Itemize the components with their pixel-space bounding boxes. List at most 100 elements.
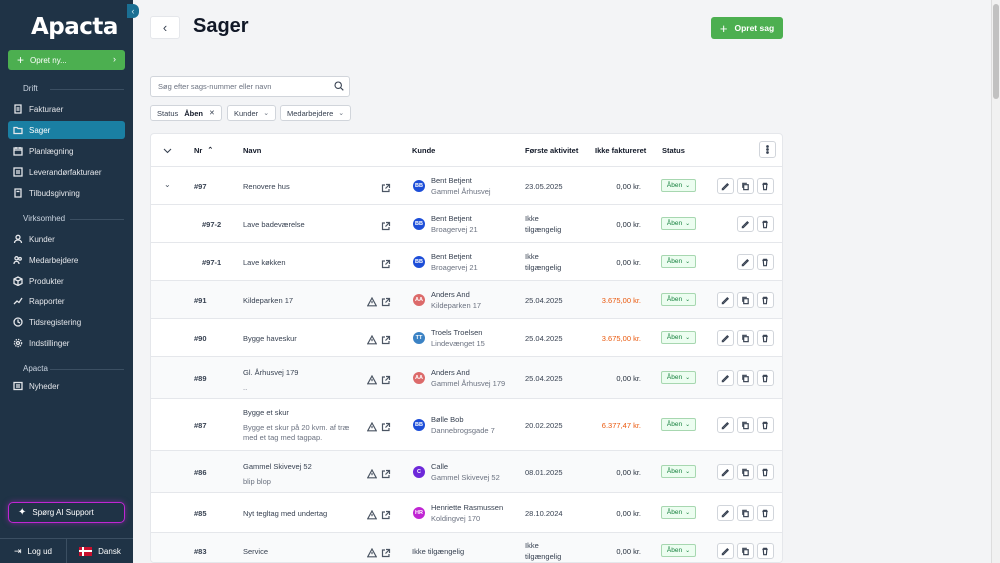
header-kunde[interactable]: Kunde bbox=[412, 145, 436, 155]
edit-button[interactable] bbox=[737, 216, 754, 232]
header-foerste-aktivitet[interactable]: Første aktivitet bbox=[525, 145, 579, 155]
customer-name[interactable]: Henriette Rasmussen bbox=[431, 503, 504, 512]
case-number[interactable]: #90 bbox=[194, 334, 207, 343]
edit-button[interactable] bbox=[717, 505, 734, 521]
edit-button[interactable] bbox=[717, 464, 734, 480]
sidebar-item-planlægning[interactable]: Planlægning bbox=[8, 142, 125, 160]
table-row[interactable]: #86 Gammel Skivevej 52 blip blop C Calle Gamm… bbox=[151, 450, 782, 492]
case-name[interactable]: Lave køkken bbox=[243, 258, 286, 267]
table-row[interactable]: #83 Service Ikke tilgængelig Ikke tilgængel… bbox=[151, 532, 782, 562]
edit-button[interactable] bbox=[717, 330, 734, 346]
case-name[interactable]: Gl. Århusvej 179 bbox=[243, 368, 299, 377]
open-edit-icon[interactable] bbox=[381, 256, 391, 269]
case-name[interactable]: Lave badeværelse bbox=[243, 220, 305, 229]
status-badge[interactable]: Åben ⌄ bbox=[661, 217, 696, 230]
open-edit-icon[interactable] bbox=[381, 332, 391, 345]
case-name[interactable]: Bygge haveskur bbox=[243, 334, 297, 343]
collapse-sidebar-button[interactable]: ‹ bbox=[127, 4, 139, 18]
back-button[interactable]: ‹ bbox=[150, 16, 180, 39]
status-badge[interactable]: Åben ⌄ bbox=[661, 179, 696, 192]
delete-button[interactable] bbox=[757, 216, 774, 232]
sidebar-item-indstillinger[interactable]: Indstillinger bbox=[8, 334, 125, 352]
open-edit-icon[interactable] bbox=[381, 372, 391, 385]
case-number[interactable]: #83 bbox=[194, 547, 207, 556]
copy-button[interactable] bbox=[737, 464, 754, 480]
open-edit-icon[interactable] bbox=[381, 218, 391, 231]
status-badge[interactable]: Åben ⌄ bbox=[661, 506, 696, 519]
scrollbar[interactable] bbox=[991, 0, 1000, 563]
edit-button[interactable] bbox=[737, 254, 754, 270]
case-number[interactable]: #91 bbox=[194, 296, 207, 305]
sidebar-item-medarbejdere[interactable]: Medarbejdere bbox=[8, 251, 125, 269]
table-row[interactable]: #97-2 Lave badeværelse BB Bent Betjent Broag… bbox=[151, 204, 782, 242]
table-row[interactable]: #91 Kildeparken 17 AA Anders And Kildeparken… bbox=[151, 280, 782, 318]
table-row[interactable]: #89 Gl. Århusvej 179.. AA Anders And Gammel … bbox=[151, 356, 782, 398]
sidebar-item-tidsregistering[interactable]: Tidsregistering bbox=[8, 313, 125, 331]
scrollbar-thumb[interactable] bbox=[993, 4, 999, 99]
table-row[interactable]: #97-1 Lave køkken BB Bent Betjent Broagervej… bbox=[151, 242, 782, 280]
status-badge[interactable]: Åben ⌄ bbox=[661, 255, 696, 268]
language-button[interactable]: Dansk bbox=[67, 539, 133, 563]
delete-button[interactable] bbox=[757, 370, 774, 386]
sidebar-item-nyheder[interactable]: Nyheder bbox=[8, 377, 125, 395]
open-edit-icon[interactable] bbox=[381, 507, 391, 520]
delete-button[interactable] bbox=[757, 178, 774, 194]
copy-button[interactable] bbox=[737, 292, 754, 308]
apacta-logo[interactable]: Apacta bbox=[31, 14, 118, 40]
copy-button[interactable] bbox=[737, 417, 754, 433]
open-edit-icon[interactable] bbox=[381, 419, 391, 432]
status-badge[interactable]: Åben ⌄ bbox=[661, 544, 696, 557]
ai-support-button[interactable]: ✦ Spørg AI Support bbox=[8, 502, 125, 523]
delete-button[interactable] bbox=[757, 254, 774, 270]
status-badge[interactable]: Åben ⌄ bbox=[661, 418, 696, 431]
copy-button[interactable] bbox=[737, 543, 754, 559]
clear-filter-icon[interactable]: ✕ bbox=[209, 110, 215, 117]
logout-button[interactable]: ⇥ Log ud bbox=[0, 539, 67, 563]
case-number[interactable]: #87 bbox=[194, 421, 207, 430]
search-input[interactable]: Søg efter sags-nummer eller navn bbox=[150, 76, 350, 97]
table-row[interactable]: #90 Bygge haveskur TT Troels Troelsen Lindev… bbox=[151, 318, 782, 356]
customer-name[interactable]: Calle bbox=[431, 462, 449, 471]
header-status[interactable]: Status bbox=[662, 145, 685, 155]
copy-button[interactable] bbox=[737, 370, 754, 386]
chevron-down-icon[interactable]: ⌄ bbox=[164, 180, 171, 189]
edit-button[interactable] bbox=[717, 292, 734, 308]
status-filter[interactable]: Status Åben ✕ bbox=[150, 105, 222, 121]
delete-button[interactable] bbox=[757, 505, 774, 521]
open-edit-icon[interactable] bbox=[381, 294, 391, 307]
case-number[interactable]: #85 bbox=[194, 509, 207, 518]
status-badge[interactable]: Åben ⌄ bbox=[661, 371, 696, 384]
search-icon[interactable] bbox=[334, 81, 344, 93]
column-menu-button[interactable] bbox=[759, 141, 776, 158]
table-row[interactable]: #87 Bygge et skur Bygge et skur på 20 kvm.… bbox=[151, 398, 782, 450]
header-ikke-faktureret[interactable]: Ikke faktureret bbox=[595, 145, 647, 155]
status-badge[interactable]: Åben ⌄ bbox=[661, 293, 696, 306]
sidebar-item-produkter[interactable]: Produkter bbox=[8, 272, 125, 290]
customer-name[interactable]: Anders And bbox=[431, 368, 470, 377]
status-badge[interactable]: Åben ⌄ bbox=[661, 331, 696, 344]
case-number[interactable]: #97 bbox=[194, 182, 207, 191]
sidebar-item-kunder[interactable]: Kunder bbox=[8, 230, 125, 248]
medarbejdere-filter[interactable]: Medarbejdere ⌄ bbox=[280, 105, 352, 121]
sidebar-item-leverandørfakturaer[interactable]: Leverandørfakturaer bbox=[8, 163, 125, 181]
delete-button[interactable] bbox=[757, 330, 774, 346]
customer-name[interactable]: Anders And bbox=[431, 290, 470, 299]
edit-button[interactable] bbox=[717, 417, 734, 433]
create-case-button[interactable]: + Opret sag bbox=[711, 17, 783, 39]
case-number[interactable]: #89 bbox=[194, 374, 207, 383]
customer-name[interactable]: Bølle Bob bbox=[431, 415, 464, 424]
create-new-button[interactable]: + Opret ny... › bbox=[8, 50, 125, 70]
case-name[interactable]: Kildeparken 17 bbox=[243, 296, 294, 305]
sidebar-item-sager[interactable]: Sager bbox=[8, 121, 125, 139]
kunder-filter[interactable]: Kunder ⌄ bbox=[227, 105, 277, 121]
case-number[interactable]: #97-1 bbox=[202, 258, 222, 267]
case-number[interactable]: #97-2 bbox=[202, 220, 222, 229]
table-row[interactable]: ⌄ #97 Renovere hus BB Bent Betjent Gammel Årh… bbox=[151, 166, 782, 204]
delete-button[interactable] bbox=[757, 464, 774, 480]
case-name[interactable]: Renovere hus bbox=[243, 182, 290, 191]
customer-name[interactable]: Troels Troelsen bbox=[431, 328, 483, 337]
expand-all-icon[interactable] bbox=[163, 134, 172, 166]
status-badge[interactable]: Åben ⌄ bbox=[661, 465, 696, 478]
open-edit-icon[interactable] bbox=[381, 180, 391, 193]
edit-button[interactable] bbox=[717, 543, 734, 559]
